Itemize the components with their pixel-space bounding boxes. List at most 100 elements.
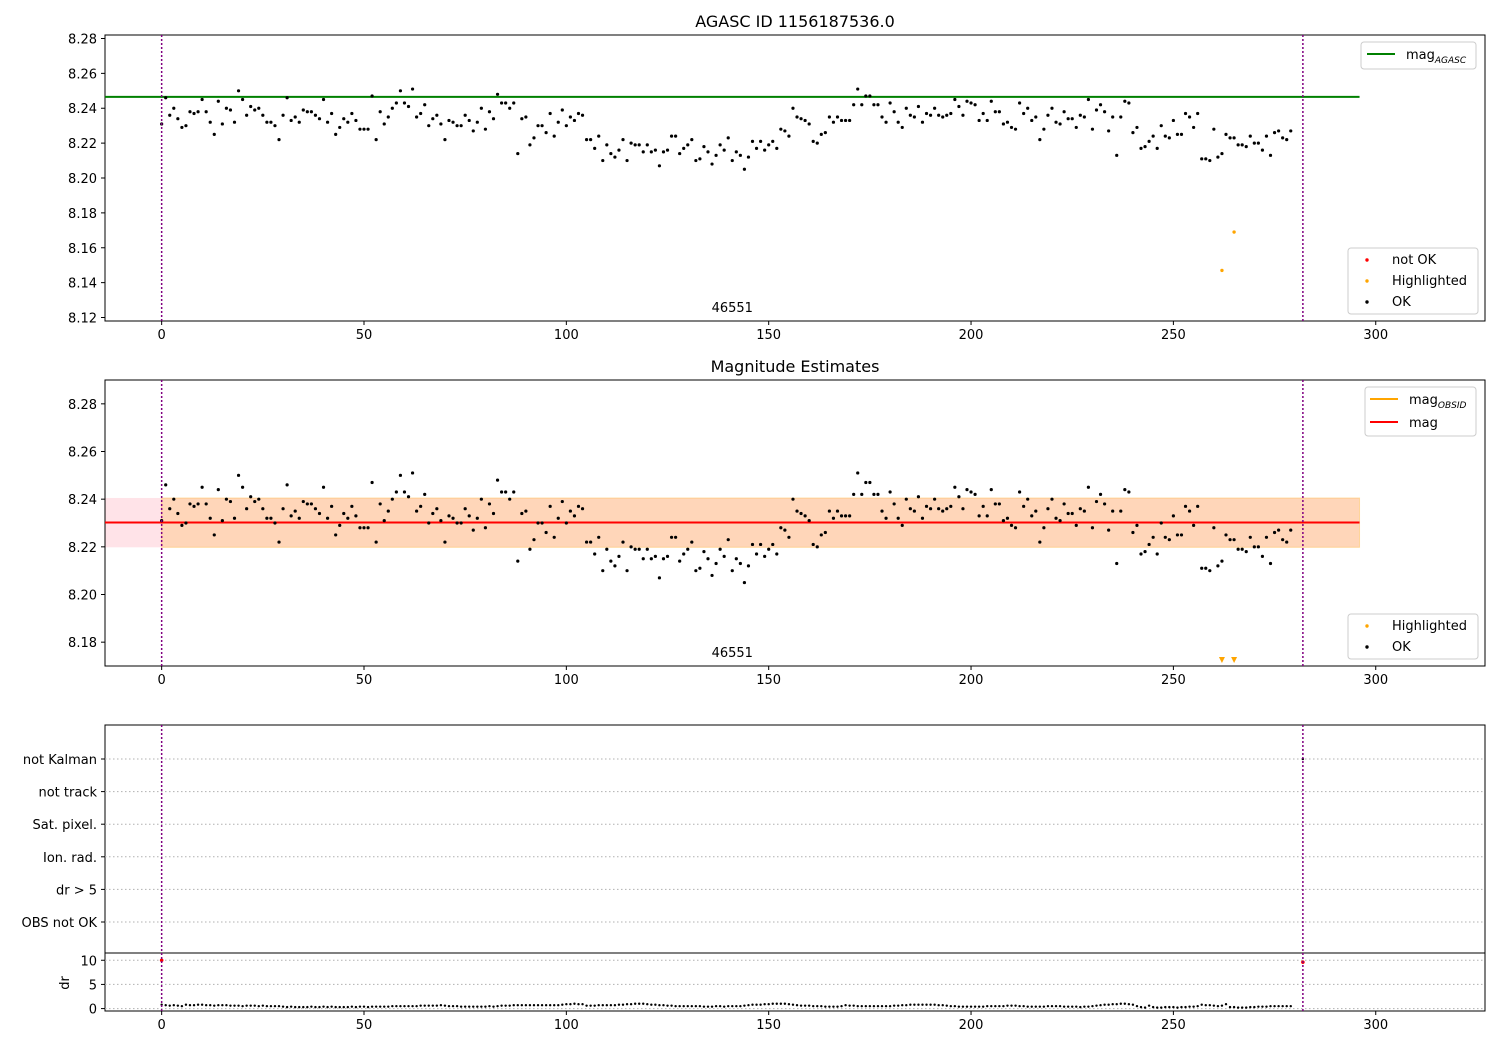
- ok-point: [354, 514, 358, 518]
- ok-point: [297, 516, 301, 520]
- dr-point: [1143, 1006, 1147, 1009]
- dr-point: [427, 1004, 430, 1007]
- ok-point: [269, 120, 273, 124]
- ok-point: [552, 535, 556, 539]
- dr-point: [447, 1004, 451, 1008]
- ok-point: [467, 514, 471, 518]
- ok-point: [249, 495, 253, 499]
- ok-point: [941, 115, 945, 119]
- ok-point: [236, 89, 241, 93]
- dr-point: [917, 1003, 920, 1006]
- ok-point: [524, 115, 528, 119]
- dr-point: [722, 1005, 726, 1008]
- dr-point: [573, 1002, 576, 1005]
- ok-point: [1054, 120, 1058, 124]
- dr-point: [1119, 1002, 1122, 1005]
- dr-point: [674, 1004, 677, 1008]
- dr-point: [269, 1004, 273, 1008]
- y-tick-label: 8.24: [68, 493, 97, 508]
- ok-point: [880, 509, 884, 513]
- x-tick-label: 250: [1161, 1018, 1186, 1033]
- ok-point: [1260, 554, 1265, 558]
- ok-point: [985, 514, 989, 518]
- dr-point: [415, 1004, 418, 1008]
- ok-point: [528, 547, 532, 551]
- ok-point: [1070, 117, 1074, 121]
- ok-point: [1228, 538, 1232, 542]
- ok-point: [330, 504, 334, 508]
- ok-point: [224, 106, 229, 110]
- ok-point: [823, 530, 827, 535]
- ok-point: [1030, 514, 1034, 518]
- ok-point: [892, 502, 896, 506]
- ok-point: [188, 502, 192, 506]
- ok-point: [1200, 157, 1204, 161]
- ok-point: [880, 115, 884, 119]
- ok-point: [1119, 115, 1123, 119]
- ok-point: [172, 497, 176, 501]
- ok-point: [164, 483, 168, 487]
- ok-point: [1204, 157, 1208, 161]
- ok-point: [516, 559, 520, 563]
- dr-point: [561, 1003, 564, 1006]
- panel2-legend-bottom: Highlighted OK: [1347, 613, 1479, 660]
- ok-point: [823, 131, 827, 135]
- dr-point: [994, 1004, 997, 1008]
- dr-point: [500, 1004, 503, 1007]
- ok-point: [212, 132, 216, 137]
- ok-point: [973, 492, 977, 496]
- dr-point: [383, 1005, 386, 1008]
- ok-point: [1200, 566, 1204, 570]
- ok-point: [520, 511, 524, 516]
- dr-point: [1026, 1005, 1029, 1008]
- ok-point: [1285, 540, 1289, 544]
- ok-point: [443, 540, 447, 544]
- dr-point: [1224, 1003, 1228, 1006]
- legend-ok-label: OK: [1392, 295, 1411, 310]
- dr-point: [609, 1004, 613, 1007]
- magnitude-estimates-panel: Magnitude Estimates 8.18 8.20 8.22 8.24 8.26…: [68, 357, 1486, 688]
- ok-point: [916, 104, 921, 109]
- ok-point: [1066, 117, 1070, 121]
- dr-point: [1212, 1004, 1216, 1007]
- dr-point: [204, 1004, 208, 1007]
- ok-point: [1151, 134, 1155, 138]
- ok-point: [1159, 521, 1163, 525]
- ok-point: [204, 110, 208, 114]
- ok-point: [508, 497, 512, 501]
- ok-point: [240, 97, 245, 102]
- dr-point: [334, 1005, 337, 1009]
- ok-point: [633, 143, 637, 147]
- legend-mag-agasc-label: magAGASC: [1406, 48, 1467, 66]
- dr-point: [318, 1005, 321, 1009]
- ok-point: [1042, 127, 1046, 131]
- ok-point: [1058, 122, 1062, 126]
- ok-point: [1013, 127, 1018, 131]
- panel1-plot-area: 8.12 8.14 8.16 8.18 8.20 8.22 8.24 8.26 8.28 0 50 1…: [68, 32, 1486, 343]
- dr-point: [949, 1004, 953, 1008]
- dr-point: [621, 1003, 625, 1006]
- ok-point: [253, 108, 257, 112]
- ok-point: [1179, 132, 1184, 137]
- ok-point: [410, 471, 415, 475]
- dr-point: [310, 1005, 313, 1008]
- ok-point: [317, 511, 322, 516]
- dr-point: [888, 1004, 892, 1008]
- ok-point: [661, 557, 666, 561]
- panel2-title: Magnitude Estimates: [711, 357, 880, 376]
- ok-point: [419, 504, 423, 508]
- ok-point: [1066, 511, 1070, 516]
- ok-point: [1131, 131, 1135, 135]
- dr-point: [1281, 1004, 1284, 1008]
- ok-point: [1163, 134, 1167, 138]
- ok-point: [463, 113, 467, 117]
- ok-point: [1135, 523, 1139, 527]
- ok-point: [451, 516, 455, 520]
- legend-ok-marker: [1365, 300, 1369, 304]
- dr-point: [654, 1003, 657, 1006]
- ok-point: [475, 120, 479, 124]
- dr-point: [969, 1005, 973, 1008]
- dr-point: [354, 1005, 358, 1009]
- dr-point: [1022, 1004, 1025, 1008]
- ok-point: [985, 118, 989, 123]
